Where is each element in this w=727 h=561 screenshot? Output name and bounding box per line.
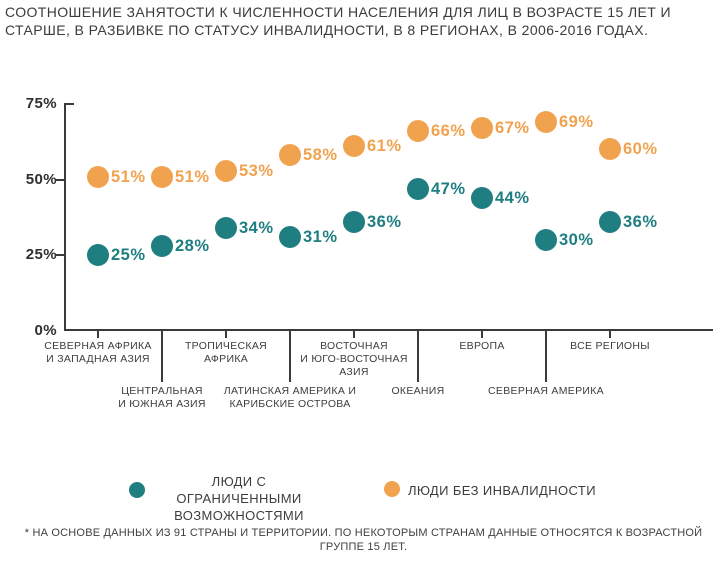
x-axis-tick-mark <box>97 329 99 338</box>
data-point-disabled <box>279 226 301 249</box>
value-label-nondisabled: 51% <box>175 167 210 186</box>
value-label-nondisabled: 66% <box>431 122 466 141</box>
legend-label-nondisabled: ЛЮДИ БЕЗ ИНВАЛИДНОСТИ <box>408 483 596 498</box>
x-axis-leader-line <box>161 329 163 382</box>
region-label: ТРОПИЧЕСКАЯ АФРИКА <box>184 340 268 365</box>
region-label: ВОСТОЧНАЯ И ЮГО-ВОСТОЧНАЯ АЗИЯ <box>300 340 408 378</box>
data-point-disabled <box>407 177 429 200</box>
data-point-nondisabled <box>279 144 301 167</box>
data-point-disabled <box>87 244 109 267</box>
data-point-nondisabled <box>151 165 173 188</box>
y-axis-tick-mark <box>56 254 64 257</box>
data-point-nondisabled <box>407 120 429 143</box>
data-point-disabled <box>599 211 621 234</box>
value-label-nondisabled: 69% <box>559 113 594 132</box>
data-point-nondisabled <box>87 165 109 188</box>
x-axis-leader-line <box>289 329 291 382</box>
data-point-disabled <box>151 235 173 258</box>
y-axis-tick-label: 75% <box>25 94 57 112</box>
x-axis-line <box>64 329 713 331</box>
legend-swatch-disabled-icon <box>129 482 145 498</box>
data-point-nondisabled <box>471 117 493 140</box>
region-label: ЛАТИНСКАЯ АМЕРИКА И КАРИБСКИЕ ОСТРОВА <box>223 385 357 410</box>
x-axis-leader-line <box>545 329 547 382</box>
footnote-line-1: * НА ОСНОВЕ ДАННЫХ ИЗ 91 СТРАНЫ И ТЕРРИТ… <box>24 527 703 539</box>
value-label-nondisabled: 58% <box>303 146 338 165</box>
value-label-disabled: 36% <box>367 213 402 232</box>
value-label-disabled: 28% <box>175 237 210 256</box>
chart-title-line-2: СТАРШЕ, В РАЗБИВКЕ ПО СТАТУСУ ИНВАЛИДНОС… <box>5 22 649 38</box>
data-point-nondisabled <box>215 159 237 182</box>
data-point-disabled <box>535 229 557 252</box>
chart-plot-area: 75% 50% 25% 0% СЕВЕРНАЯ АФРИКА И ЗАПАДНАЯ АЗ… <box>25 94 713 410</box>
value-label-disabled: 31% <box>303 228 338 247</box>
value-label-nondisabled: 67% <box>495 119 530 138</box>
data-point-disabled <box>215 217 237 240</box>
value-label-nondisabled: 53% <box>239 161 274 180</box>
x-axis-leader-line <box>417 329 419 382</box>
region-label: СЕВЕРНАЯ АМЕРИКА <box>488 385 604 397</box>
y-axis-tick-mark <box>56 178 64 181</box>
data-point-nondisabled <box>599 138 621 161</box>
data-point-disabled <box>343 211 365 234</box>
chart-title-line-1: СООТНОШЕНИЕ ЗАНЯТОСТИ К ЧИСЛЕННОСТИ НАСЕ… <box>5 4 671 20</box>
footnote-line-2: ГРУППЕ 15 ЛЕТ. <box>319 541 408 553</box>
x-axis-tick-mark <box>481 329 483 338</box>
x-axis-tick-mark <box>609 329 611 338</box>
region-label: ВСЕ РЕГИОНЫ <box>570 340 650 352</box>
region-label: ЦЕНТРАЛЬНАЯ И ЮЖНАЯ АЗИЯ <box>118 385 206 410</box>
x-axis-tick-mark <box>225 329 227 338</box>
data-point-disabled <box>471 186 493 209</box>
value-label-disabled: 25% <box>111 246 146 265</box>
region-label: ОКЕАНИЯ <box>391 385 445 397</box>
y-axis-line <box>64 103 66 331</box>
data-point-nondisabled <box>535 111 557 134</box>
value-label-disabled: 34% <box>239 219 274 238</box>
value-label-disabled: 36% <box>623 213 658 232</box>
region-label: СЕВЕРНАЯ АФРИКА И ЗАПАДНАЯ АЗИЯ <box>44 340 152 365</box>
value-label-nondisabled: 51% <box>111 167 146 186</box>
value-label-disabled: 47% <box>431 179 466 198</box>
legend-swatch-nondisabled-icon <box>384 481 400 497</box>
region-label: ЕВРОПА <box>459 340 505 352</box>
y-axis-tick-label: 50% <box>25 170 57 188</box>
y-axis-top-tick <box>64 103 74 105</box>
value-label-disabled: 44% <box>495 188 530 207</box>
legend-label-disabled: ЛЮДИ С ОГРАНИЧЕННЫМИ ВОЗМОЖНОСТЯМИ <box>174 474 304 523</box>
value-label-nondisabled: 60% <box>623 140 658 159</box>
data-point-nondisabled <box>343 135 365 158</box>
y-axis-tick-label: 0% <box>34 322 57 339</box>
value-label-disabled: 30% <box>559 231 594 250</box>
value-label-nondisabled: 61% <box>367 137 402 156</box>
x-axis-tick-mark <box>353 329 355 338</box>
y-axis-tick-label: 25% <box>25 246 57 264</box>
